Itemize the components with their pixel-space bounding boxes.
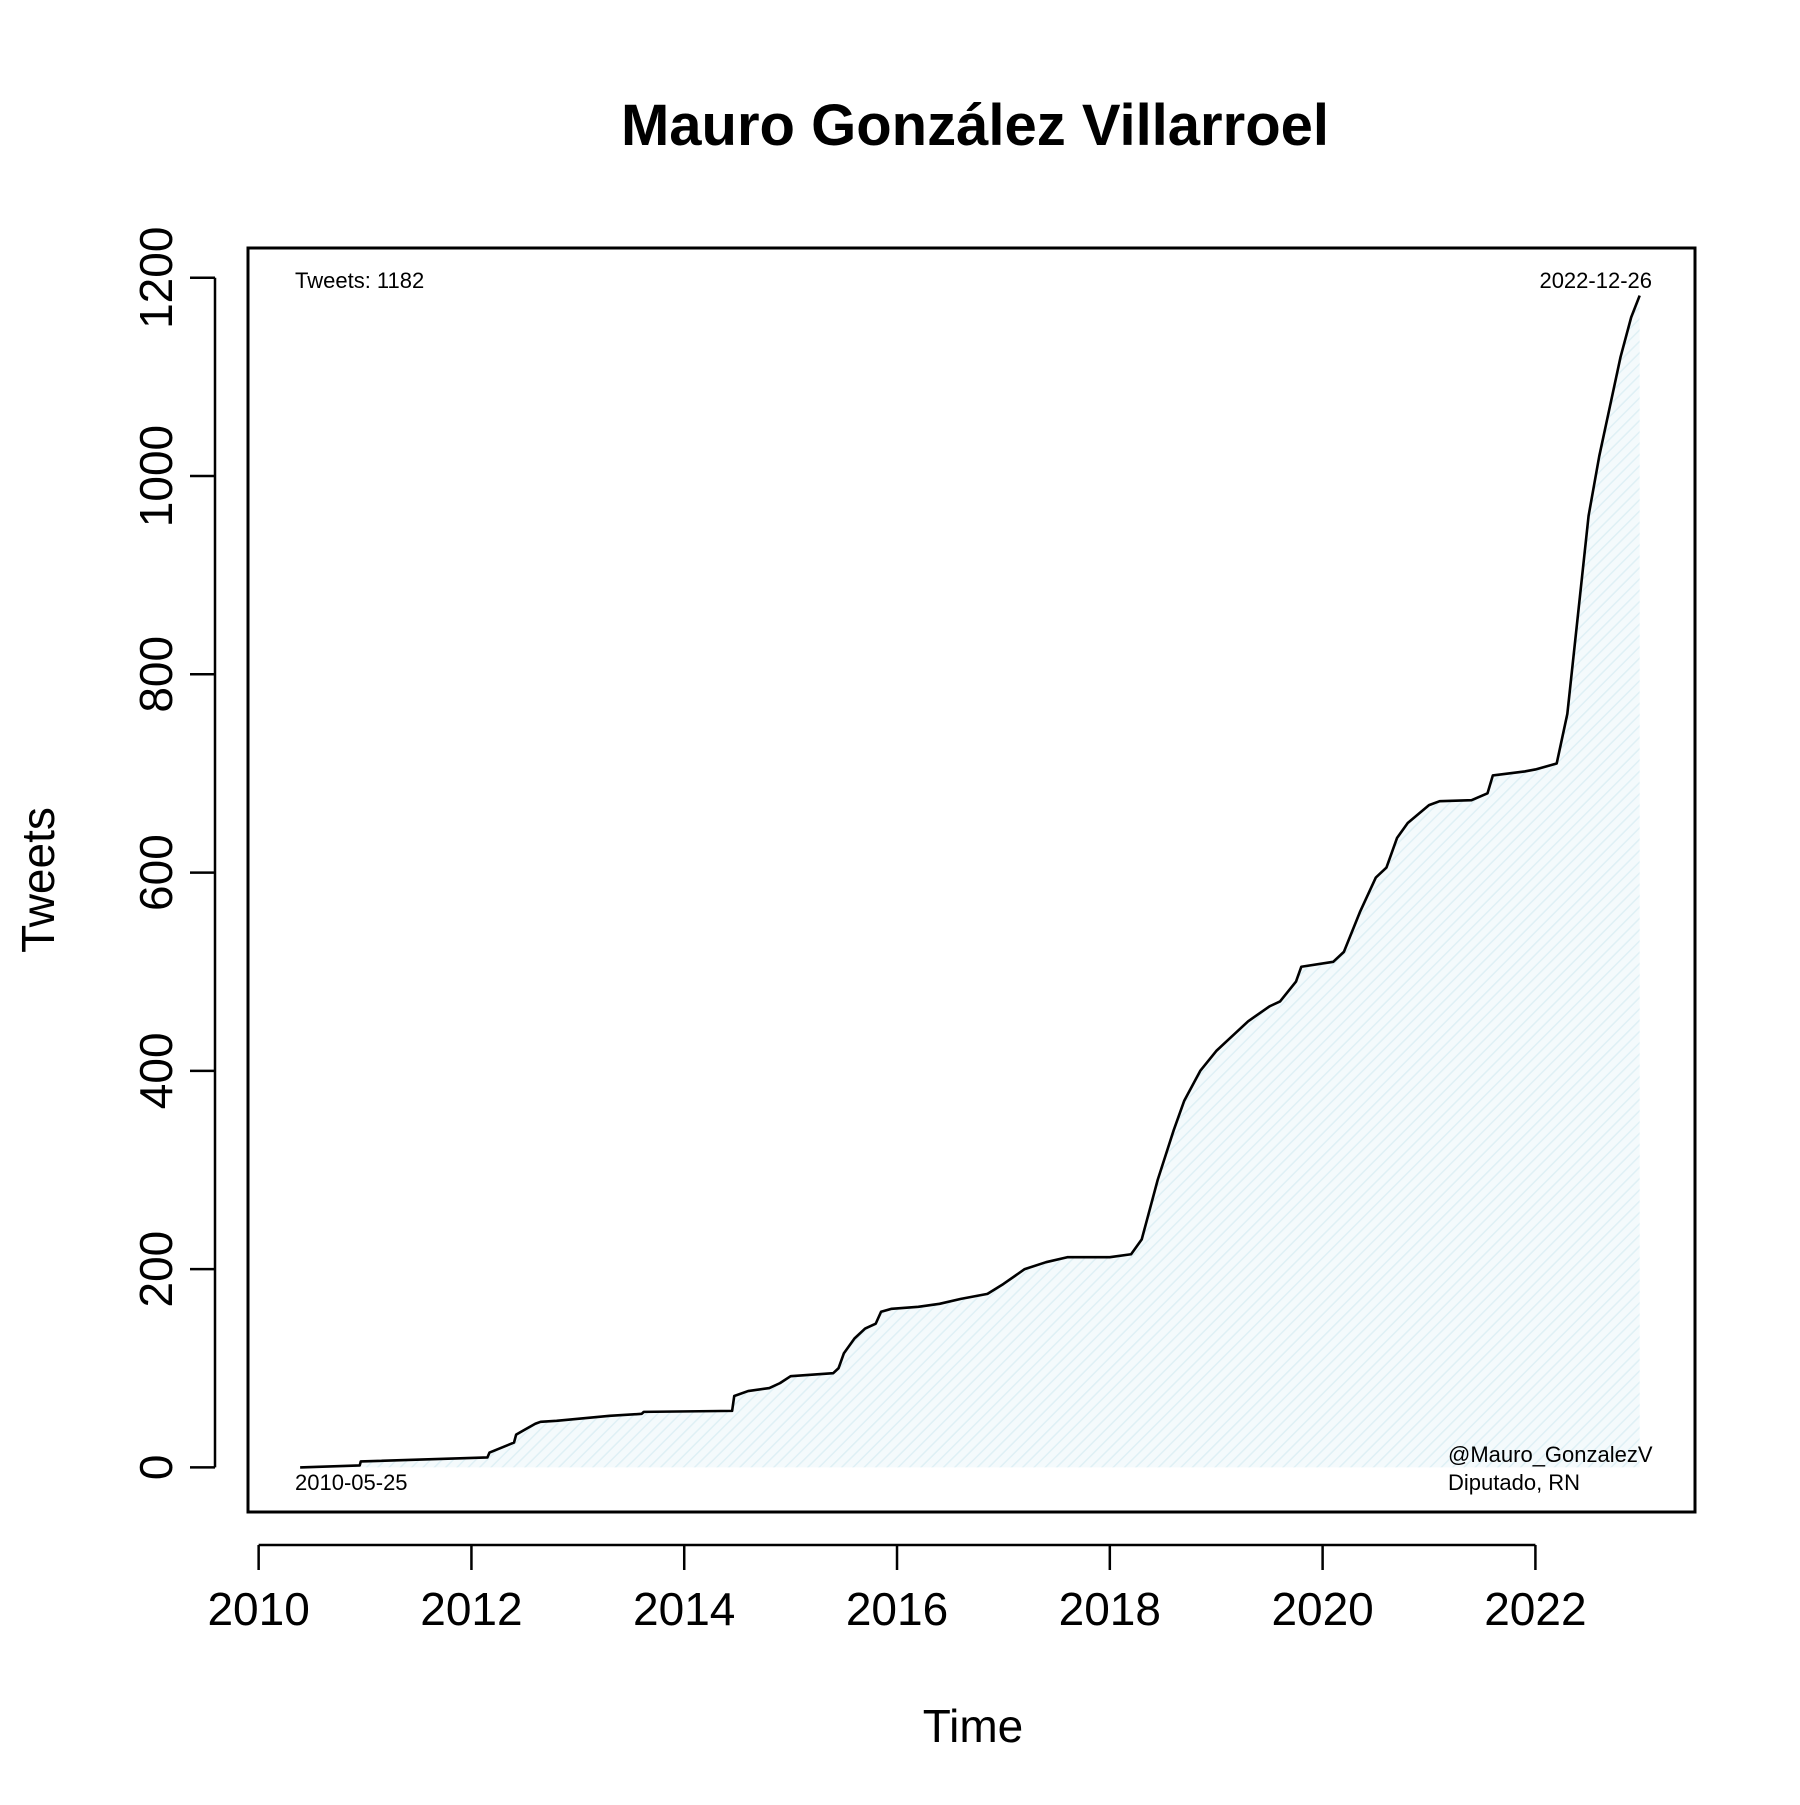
- x-tick-label: 2012: [420, 1583, 522, 1635]
- plot-layer: [300, 295, 1641, 1469]
- chart-title: Mauro González Villarroel: [621, 93, 1329, 158]
- series-line: [300, 295, 1641, 1469]
- y-tick-label: 600: [130, 834, 182, 911]
- y-tick-label: 800: [130, 636, 182, 713]
- x-tick-label: 2014: [633, 1583, 735, 1635]
- x-tick-label: 2016: [846, 1583, 948, 1635]
- x-axis-label: Time: [923, 1700, 1024, 1752]
- x-tick-label: 2022: [1484, 1583, 1586, 1635]
- y-tick-label: 1200: [130, 227, 182, 329]
- y-tick-label: 200: [130, 1231, 182, 1308]
- x-axis: 2010 2012 2014 2016 2018 2020 2022: [207, 1543, 1587, 1635]
- y-axis-label: Tweets: [12, 807, 64, 953]
- y-tick-label: 1000: [130, 425, 182, 527]
- y-tick-label: 400: [130, 1032, 182, 1109]
- y-axis: 0 200 400 600 800 1000 1200: [130, 227, 217, 1481]
- plot-frame: [246, 246, 1697, 1514]
- series-area-fill: [300, 295, 1640, 1468]
- x-tick-label: 2010: [207, 1583, 309, 1635]
- role-annotation: Diputado, RN: [1448, 1470, 1580, 1495]
- handle-annotation: @Mauro_GonzalezV: [1448, 1442, 1653, 1467]
- tweet-count-annotation: Tweets: 1182: [295, 268, 424, 293]
- x-tick-label: 2020: [1271, 1583, 1373, 1635]
- y-tick-label: 0: [130, 1455, 182, 1481]
- start-date-annotation: 2010-05-25: [295, 1470, 408, 1495]
- x-tick-label: 2018: [1059, 1583, 1161, 1635]
- end-date-annotation: 2022-12-26: [1539, 268, 1652, 293]
